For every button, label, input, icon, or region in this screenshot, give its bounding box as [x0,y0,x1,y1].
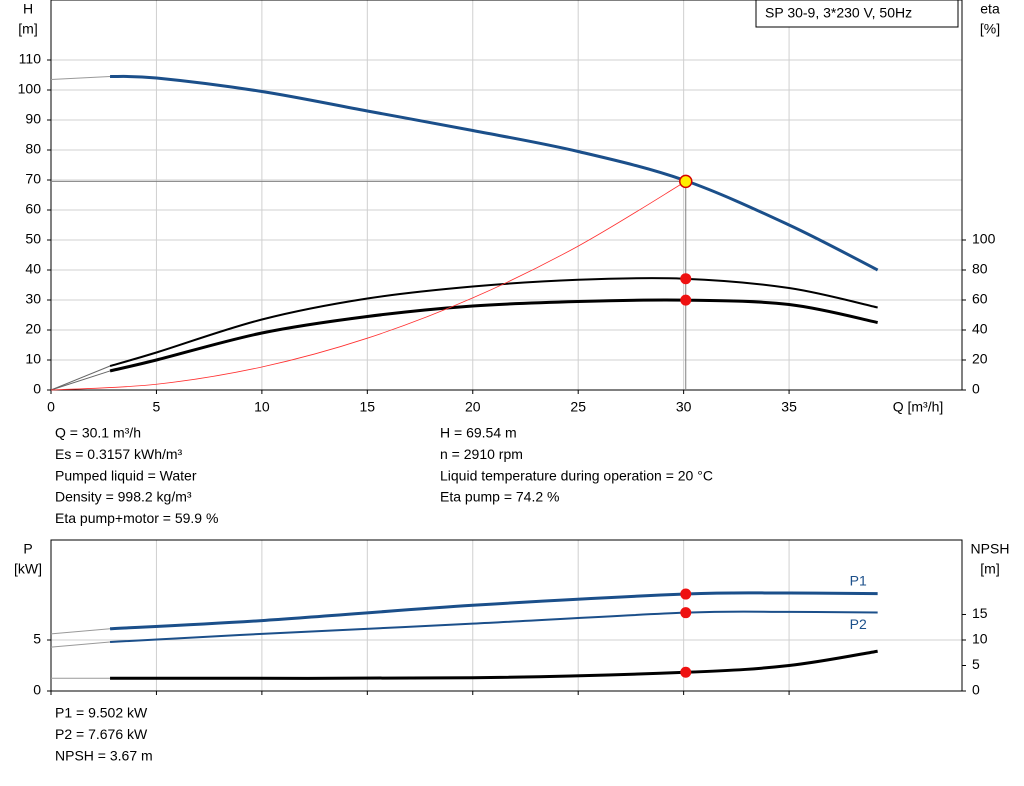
y-axis-label: [m] [18,21,37,37]
y-tick-label: 90 [25,111,41,127]
y2-axis-label: NPSH [971,541,1010,557]
y2-tick-label: 0 [972,682,980,698]
y-tick-label: 70 [25,171,41,187]
curve [50,76,111,80]
x-tick-label: 10 [254,399,270,415]
x-tick-label: 5 [153,399,161,415]
curve [50,181,686,391]
y2-tick-label: 20 [972,351,988,367]
y-axis-label: H [23,1,33,17]
marker [680,607,692,619]
plot-area [50,539,963,692]
y2-tick-label: 10 [972,631,988,647]
series-label: P1 [850,572,867,588]
info-text: NPSH = 3.67 m [55,747,153,763]
y-tick-label: 0 [33,381,41,397]
info-text: Es = 0.3157 kWh/m³ [55,446,183,462]
y2-tick-label: 5 [972,656,980,672]
info-text: Liquid temperature during operation = 20… [440,467,713,483]
plot-frame [50,539,963,692]
series-label: P2 [850,616,867,632]
y-axis-label: [kW] [14,561,42,577]
curve [109,591,878,631]
y2-axis-label: [%] [980,21,1000,37]
curve [109,277,878,367]
y-tick-label: 100 [18,81,42,97]
plot-area [50,0,963,391]
x-axis-label: Q [m³/h] [893,399,944,415]
info-text: n = 2910 rpm [440,446,523,462]
marker [680,273,692,285]
x-tick-label: 25 [570,399,586,415]
y2-tick-label: 80 [972,261,988,277]
y2-axis-label: [m] [980,561,999,577]
x-tick-label: 30 [676,399,692,415]
info-text: Eta pump+motor = 59.9 % [55,510,218,526]
y-tick-label: 60 [25,201,41,217]
curve [109,298,878,373]
marker [680,588,692,600]
y-tick-label: 5 [33,631,41,647]
y2-tick-label: 60 [972,291,988,307]
y-tick-label: 50 [25,231,41,247]
info-text: Eta pump = 74.2 % [440,489,559,505]
y2-tick-label: 100 [972,231,996,247]
title-box [755,0,959,28]
y2-tick-label: 0 [972,381,980,397]
plot-frame [50,0,963,391]
marker [680,294,692,306]
info-text: P1 = 9.502 kW [55,705,148,721]
x-tick-label: 20 [465,399,481,415]
curve [50,641,111,648]
y-tick-label: 80 [25,141,41,157]
marker [680,666,692,678]
y-tick-label: 0 [33,682,41,698]
y2-axis-label: eta [980,1,1000,17]
y-tick-label: 110 [19,51,42,67]
info-text: P2 = 7.676 kW [55,726,148,742]
chart-title: SP 30-9, 3*230 V, 50Hz [765,5,912,21]
y2-tick-label: 15 [972,605,988,621]
y-tick-label: 10 [25,351,41,367]
curve [50,365,111,391]
curve [50,370,111,391]
curve [110,649,878,680]
curve [109,74,879,272]
info-text: H = 69.54 m [440,425,517,441]
curve [50,628,111,635]
curve [109,610,878,644]
operating-point [678,174,693,189]
y-tick-label: 30 [25,291,41,307]
info-text: Q = 30.1 m³/h [55,425,141,441]
y2-tick-label: 40 [972,321,988,337]
y-tick-label: 20 [25,321,41,337]
info-text: Pumped liquid = Water [55,467,197,483]
y-tick-label: 40 [25,261,41,277]
x-tick-label: 15 [360,399,376,415]
x-tick-label: 35 [781,399,797,415]
info-text: Density = 998.2 kg/m³ [55,489,192,505]
y-axis-label: P [23,541,32,557]
x-tick-label: 0 [47,399,55,415]
